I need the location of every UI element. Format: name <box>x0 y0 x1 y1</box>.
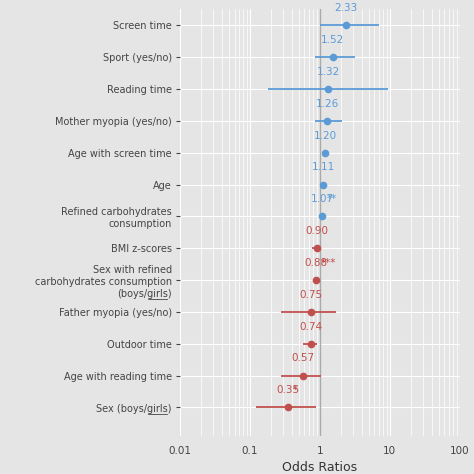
Text: 0.74: 0.74 <box>299 322 322 332</box>
Text: 0.90: 0.90 <box>305 226 328 236</box>
Text: ***: *** <box>321 258 337 268</box>
Text: 1.32: 1.32 <box>317 67 340 77</box>
Text: 1.07: 1.07 <box>310 194 334 204</box>
Text: 1.11: 1.11 <box>311 163 335 173</box>
Text: 1.52: 1.52 <box>321 35 344 45</box>
Text: 0.75: 0.75 <box>300 290 323 300</box>
Text: *: * <box>293 385 298 395</box>
Text: 0.57: 0.57 <box>292 354 314 364</box>
Text: **: ** <box>327 194 337 204</box>
Text: 0.88: 0.88 <box>304 258 328 268</box>
Text: 1.26: 1.26 <box>315 99 338 109</box>
Text: 1.20: 1.20 <box>314 131 337 141</box>
Text: 0.35: 0.35 <box>276 385 300 395</box>
X-axis label: Odds Ratios: Odds Ratios <box>283 461 357 474</box>
Text: 2.33: 2.33 <box>334 3 357 13</box>
